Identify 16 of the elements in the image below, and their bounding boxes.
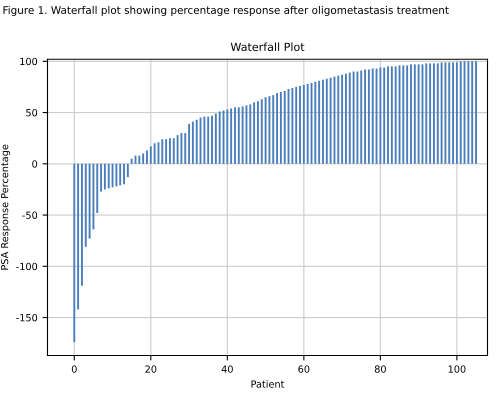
x-tick-label: 100 xyxy=(448,365,466,373)
caption: Figure 1. Waterfall plot showing percentage response after oligometastasis treatment xyxy=(4,6,449,16)
x-tick-label: 40 xyxy=(222,365,233,373)
x-tick-label: 20 xyxy=(145,365,156,373)
y-tick-label: -50 xyxy=(22,212,38,219)
x-tick-label: 60 xyxy=(298,365,310,373)
x-axis-title: Patient xyxy=(252,380,284,388)
y-tick-label: -150 xyxy=(16,314,38,322)
x-tick-label: 0 xyxy=(72,365,77,373)
y-tick-label: 0 xyxy=(32,160,38,168)
x-tick-label: 80 xyxy=(374,365,386,373)
y-tick-label: -100 xyxy=(16,262,38,270)
y-tick-label: 50 xyxy=(26,109,38,116)
chart-title: Waterfall Plot xyxy=(230,42,304,52)
y-axis-title: PSA Response Percentage xyxy=(0,144,10,270)
y-tick-label: 100 xyxy=(20,58,38,66)
